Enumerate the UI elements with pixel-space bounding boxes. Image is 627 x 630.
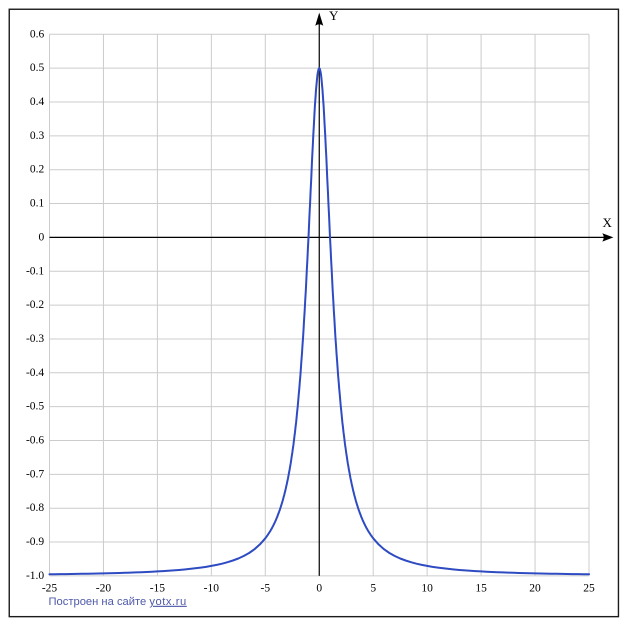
svg-text:-5: -5 — [261, 582, 271, 594]
svg-text:-20: -20 — [96, 582, 112, 594]
svg-text:0.5: 0.5 — [30, 62, 45, 74]
svg-text:0.2: 0.2 — [30, 164, 45, 176]
svg-text:-0.1: -0.1 — [26, 265, 44, 277]
svg-text:0.3: 0.3 — [30, 130, 45, 142]
svg-text:-15: -15 — [150, 582, 166, 594]
svg-text:-0.8: -0.8 — [26, 502, 44, 514]
svg-text:0.4: 0.4 — [30, 96, 45, 108]
svg-text:10: 10 — [421, 582, 433, 594]
svg-text:-0.5: -0.5 — [26, 401, 44, 413]
svg-text:Y: Y — [329, 8, 339, 23]
svg-text:-0.6: -0.6 — [26, 435, 44, 447]
svg-text:0.1: 0.1 — [30, 198, 45, 210]
svg-text:5: 5 — [370, 582, 376, 594]
svg-text:-0.9: -0.9 — [26, 536, 44, 548]
svg-text:X: X — [603, 215, 613, 230]
svg-text:0.6: 0.6 — [30, 28, 45, 40]
svg-text:25: 25 — [583, 582, 595, 594]
svg-text:0: 0 — [38, 231, 44, 243]
svg-text:20: 20 — [529, 582, 541, 594]
svg-text:-0.4: -0.4 — [26, 367, 44, 379]
svg-text:0: 0 — [316, 582, 322, 594]
svg-text:-10: -10 — [204, 582, 220, 594]
svg-text:Построен на сайте yotx.ru: Построен на сайте yotx.ru — [49, 596, 187, 608]
svg-text:15: 15 — [475, 582, 487, 594]
svg-text:-0.7: -0.7 — [26, 468, 44, 480]
svg-text:-1.0: -1.0 — [26, 570, 44, 582]
svg-text:-25: -25 — [42, 582, 58, 594]
svg-text:-0.3: -0.3 — [26, 333, 44, 345]
svg-text:-0.2: -0.2 — [26, 299, 44, 311]
